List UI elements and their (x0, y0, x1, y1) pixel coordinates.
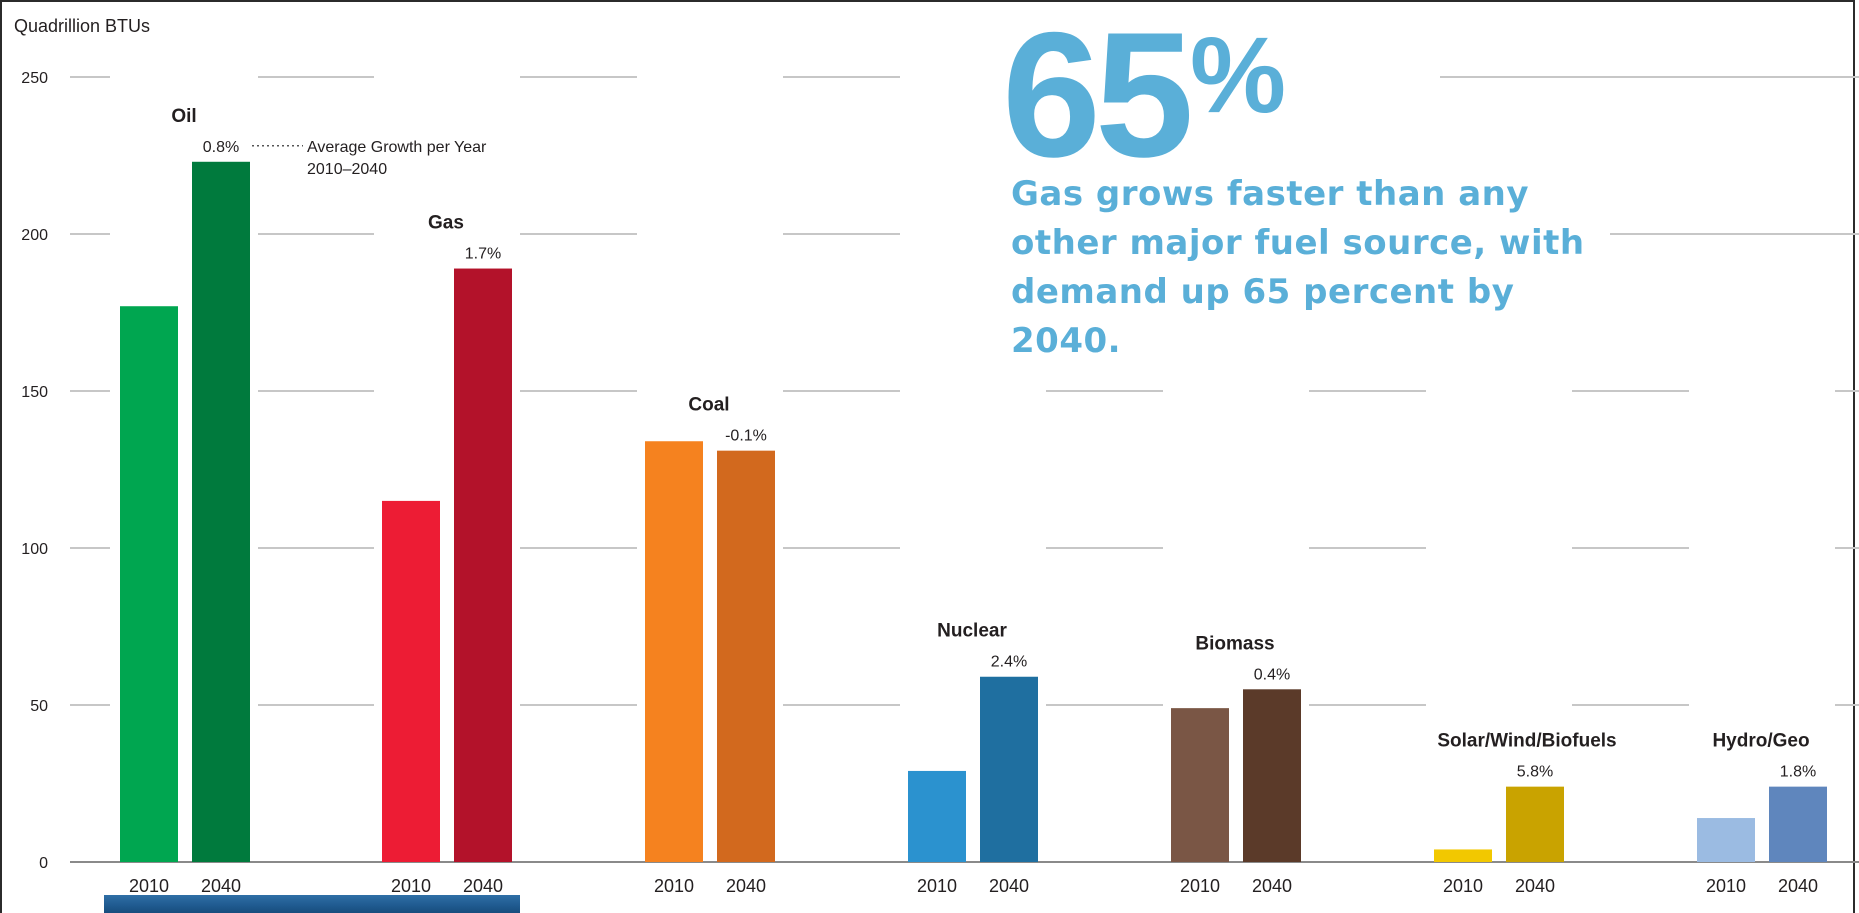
growth-label: 5.8% (1517, 764, 1553, 781)
growth-label: 0.4% (1254, 666, 1290, 683)
bar-solar-wind-biofuels-2010 (1434, 849, 1492, 862)
annotation-growth-period: 2010–2040 (307, 161, 387, 178)
highlight-text: Gas grows faster than any other major fu… (1011, 174, 1585, 361)
y-axis-label: Quadrillion BTUs (14, 16, 151, 36)
x-tick-label: 2010 (1180, 876, 1220, 896)
highlight-number: 65 (1002, 0, 1194, 194)
y-tick-label: 150 (21, 384, 48, 401)
x-tick-label: 2010 (1706, 876, 1746, 896)
x-tick-label: 2040 (1252, 876, 1292, 896)
bar-nuclear-2040 (980, 676, 1038, 862)
bar-solar-wind-biofuels-2040 (1506, 786, 1564, 862)
growth-label: 0.8% (203, 139, 239, 156)
y-tick-label: 250 (21, 70, 48, 87)
category-label: Nuclear (937, 621, 1007, 642)
growth-label: 1.8% (1780, 764, 1816, 781)
bar-gas-2010 (382, 500, 440, 862)
growth-label: -0.1% (725, 428, 767, 445)
category-label: Solar/Wind/Biofuels (1437, 731, 1616, 752)
x-tick-label: 2040 (463, 876, 503, 896)
y-tick-label: 200 (21, 227, 48, 244)
x-tick-label: 2010 (654, 876, 694, 896)
y-tick-label: 0 (39, 855, 48, 872)
x-tick-label: 2010 (391, 876, 431, 896)
x-tick-label: 2010 (129, 876, 169, 896)
x-tick-label: 2040 (989, 876, 1029, 896)
category-label: Oil (171, 106, 196, 127)
bar-gas-2040 (454, 268, 512, 862)
bar-oil-2040 (192, 161, 250, 862)
bar-coal-2040 (717, 450, 775, 862)
x-tick-label: 2040 (1515, 876, 1555, 896)
x-tick-label: 2040 (726, 876, 766, 896)
category-label: Hydro/Geo (1712, 731, 1809, 752)
growth-label: 1.7% (465, 246, 501, 263)
x-tick-label: 2010 (1443, 876, 1483, 896)
y-tick-label: 50 (30, 698, 48, 715)
bar-nuclear-2010 (908, 770, 966, 862)
bar-oil-2010 (120, 306, 178, 863)
category-label: Gas (428, 213, 464, 234)
x-tick-label: 2040 (1778, 876, 1818, 896)
x-tick-label: 2010 (917, 876, 957, 896)
bar-hydro-geo-2010 (1697, 818, 1755, 862)
highlight-percent-sign: % (1190, 14, 1287, 135)
x-tick-label: 2040 (201, 876, 241, 896)
bar-biomass-2040 (1243, 689, 1301, 862)
photo-strip (104, 895, 520, 913)
category-label: Biomass (1195, 633, 1274, 654)
highlight-percentage: 65% (1002, 6, 1286, 184)
bar-coal-2010 (645, 441, 703, 862)
growth-label: 2.4% (991, 654, 1027, 671)
category-label: Coal (688, 395, 729, 416)
annotation-growth-label: Average Growth per Year (307, 139, 487, 156)
bar-hydro-geo-2040 (1769, 786, 1827, 862)
y-tick-label: 100 (21, 541, 48, 558)
bar-biomass-2010 (1171, 708, 1229, 862)
